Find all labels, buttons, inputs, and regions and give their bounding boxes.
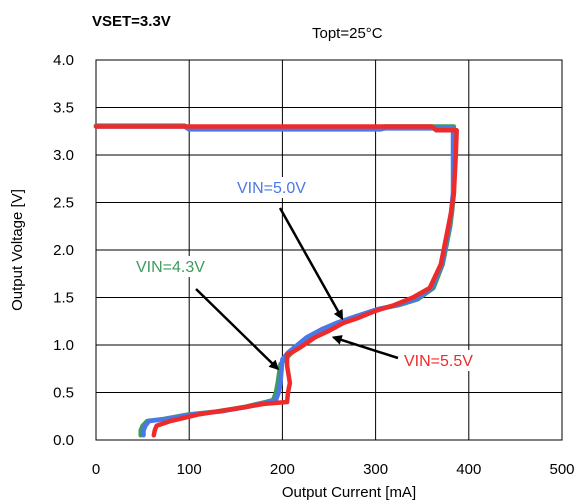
y-tick-label: 4.0 bbox=[53, 52, 74, 69]
x-tick-label: 300 bbox=[363, 461, 388, 478]
plot-border bbox=[95, 59, 563, 441]
annotation-vin-5-0v-label-bg bbox=[233, 177, 316, 198]
annotation-vin-5-0v-label: VIN=5.0V bbox=[237, 180, 306, 197]
x-tick-label: 500 bbox=[549, 461, 574, 478]
annotation-vin-4-3v-arrow bbox=[195, 288, 280, 371]
y-tick-label: 1.5 bbox=[53, 290, 74, 307]
x-tick-label: 200 bbox=[270, 461, 295, 478]
annotation-arrows: VIN=4.3V VIN=5.0V VIN=5.5V bbox=[132, 177, 483, 371]
series-vin-4-3v-line bbox=[93, 123, 457, 438]
topt-label: Topt=25°C bbox=[312, 25, 383, 42]
grid bbox=[96, 60, 562, 440]
annotation-vin-5-5v-arrow bbox=[331, 335, 399, 360]
annotation-vin-4-3v-label: VIN=4.3V bbox=[136, 259, 205, 276]
series-vin-5-5v-line bbox=[93, 124, 459, 438]
annotation-vin-5-0v-arrow bbox=[278, 207, 344, 321]
vset-label: VSET=3.3V bbox=[92, 13, 171, 30]
x-axis-label: Output Current [mA] bbox=[282, 484, 416, 501]
annotation-vin-5-5v-label: VIN=5.5V bbox=[404, 353, 473, 370]
series-group bbox=[93, 123, 459, 438]
tick-labels: 0 100 200 300 400 500 0.0 0.5 1.0 1.5 2.0 2.5 3.0 3.5… bbox=[53, 52, 574, 478]
y-tick-label: 1.0 bbox=[53, 337, 74, 354]
y-tick-label: 0.5 bbox=[53, 385, 74, 402]
x-tick-label: 100 bbox=[177, 461, 202, 478]
y-axis-label: Output Voltage [V] bbox=[9, 189, 26, 311]
x-tick-label: 0 bbox=[92, 461, 100, 478]
plot-frame bbox=[95, 59, 563, 441]
x-tick-label: 400 bbox=[456, 461, 481, 478]
y-tick-label: 2.5 bbox=[53, 195, 74, 212]
y-tick-label: 2.0 bbox=[53, 242, 74, 259]
annotation-vin-5-5v-label-bg bbox=[400, 350, 483, 371]
y-tick-label: 3.5 bbox=[53, 100, 74, 117]
y-tick-label: 0.0 bbox=[53, 432, 74, 449]
y-tick-label: 3.0 bbox=[53, 147, 74, 164]
annotation-vin-4-3v-label-bg bbox=[132, 256, 215, 277]
